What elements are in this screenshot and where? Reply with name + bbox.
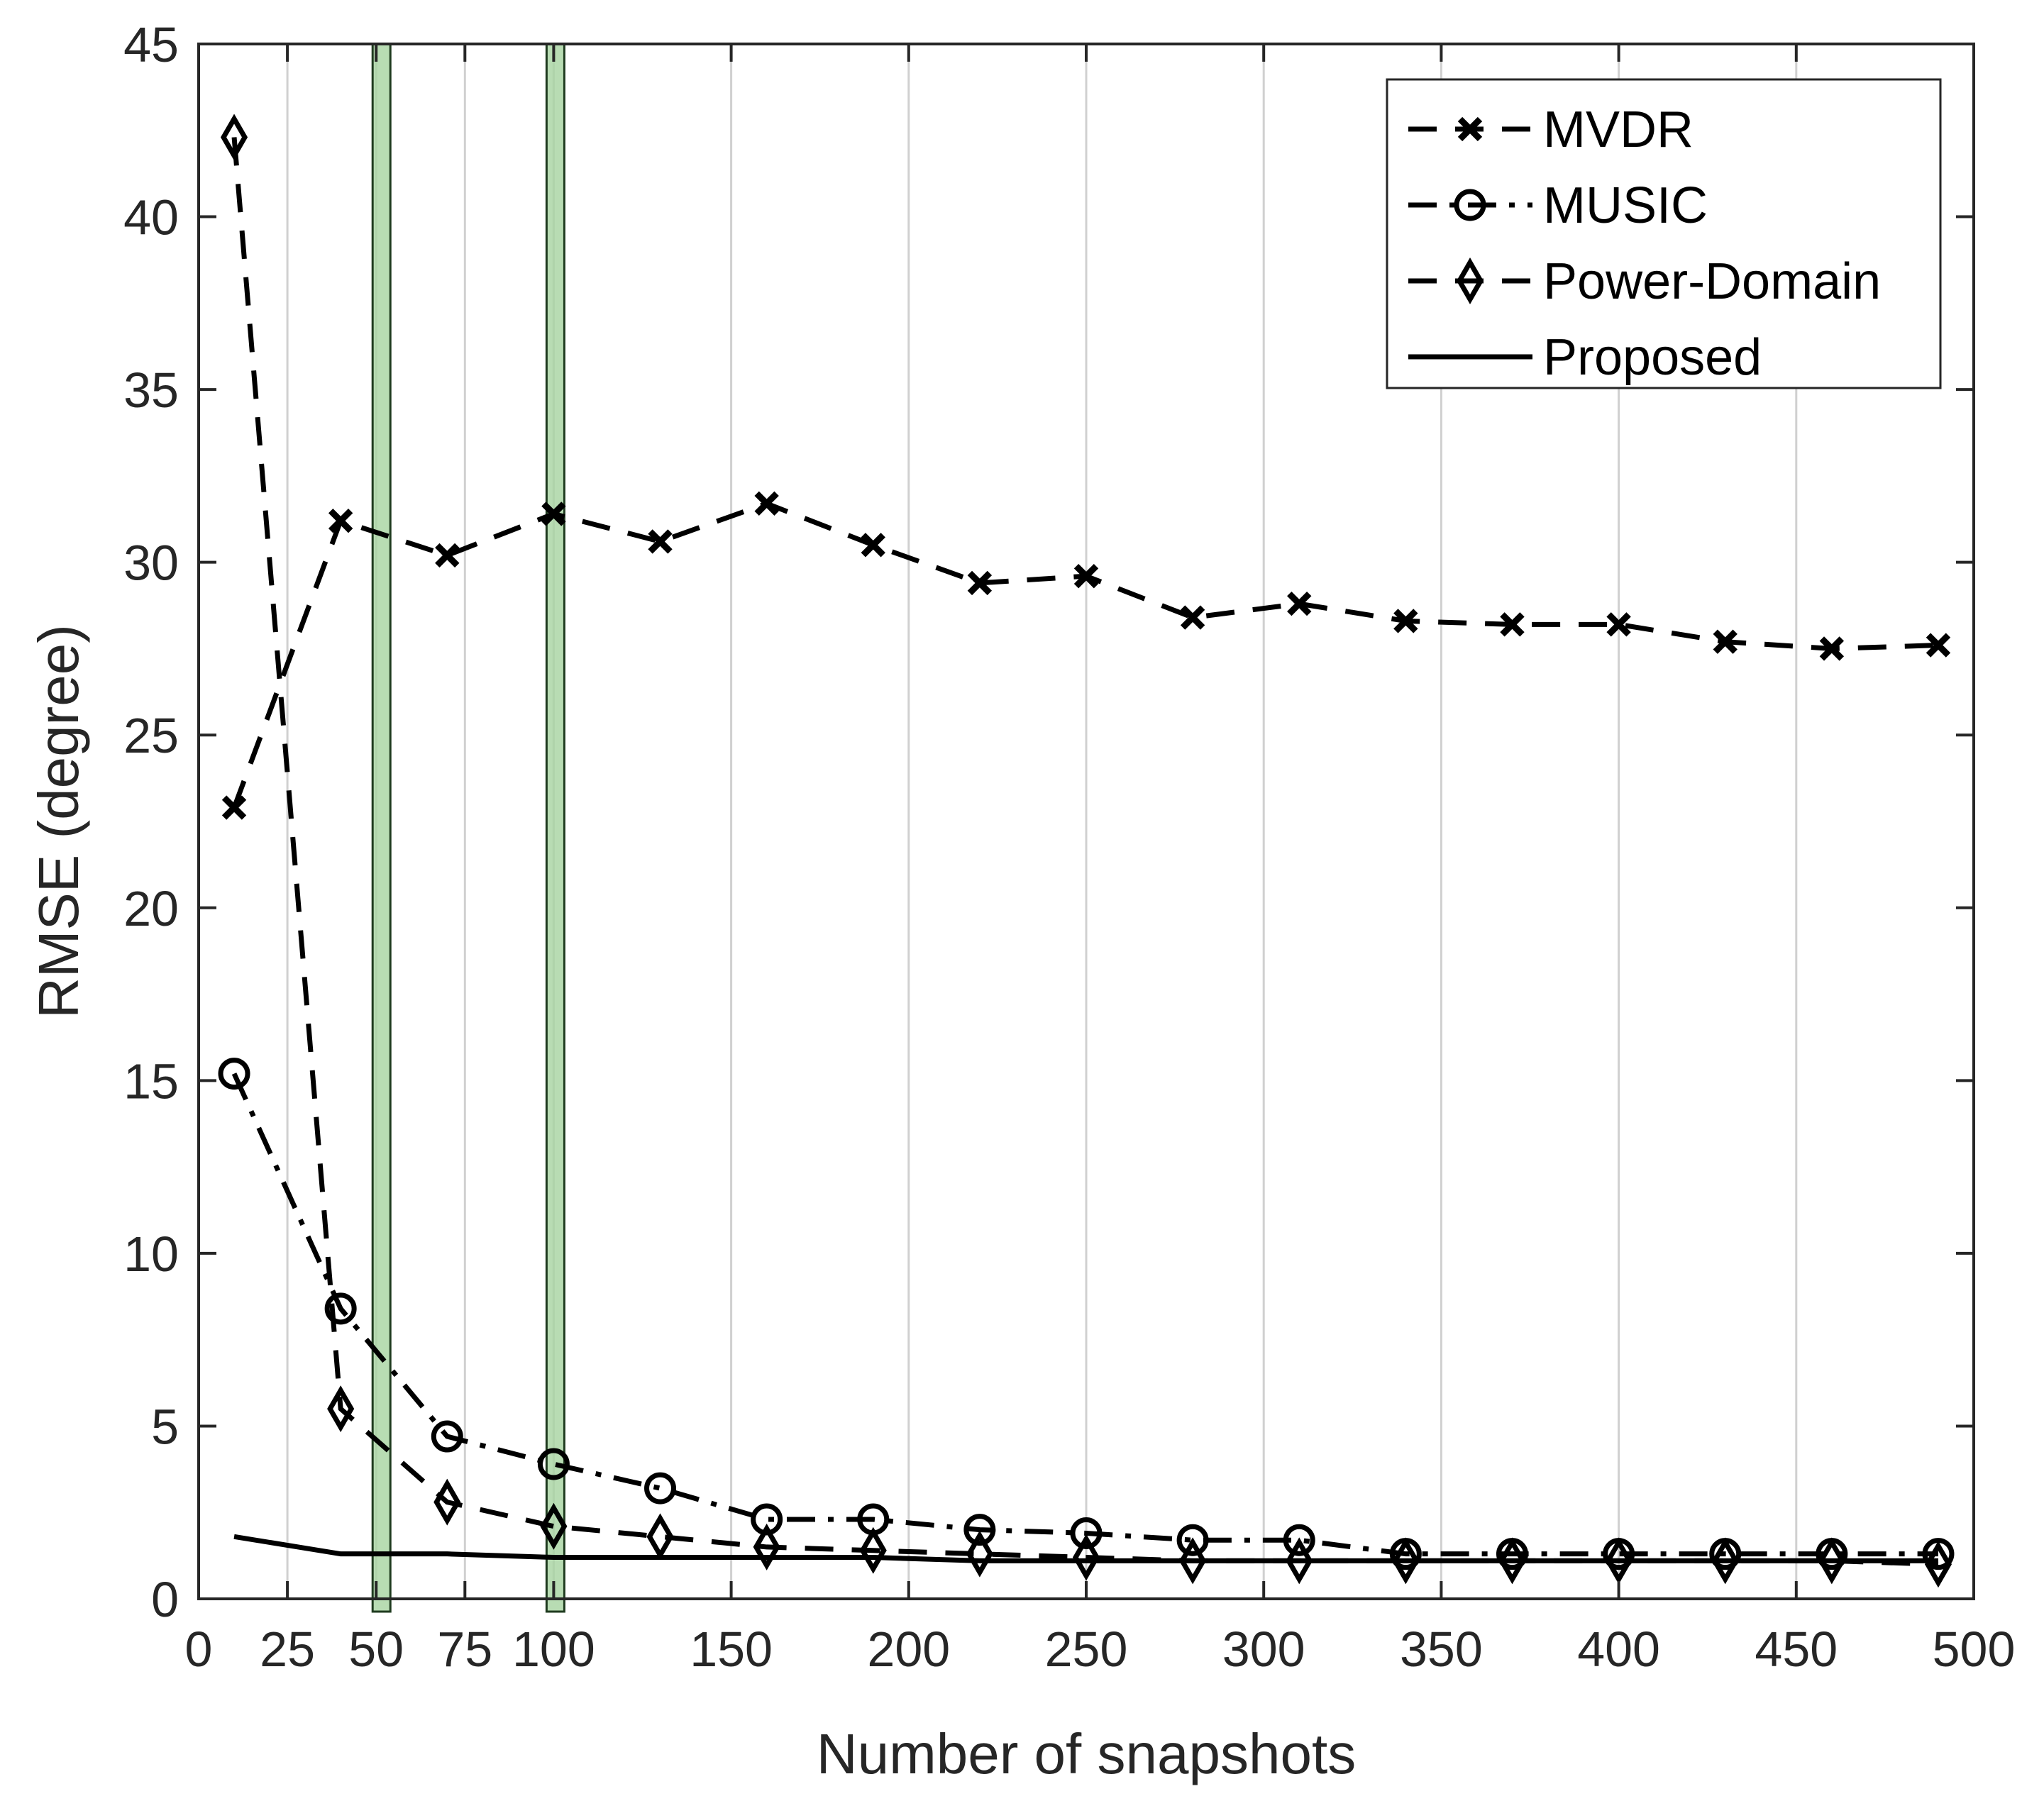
marker-x-mvdr-15 [1819,636,1845,661]
x-tick-label: 250 [1045,1622,1128,1677]
legend-entry-power-domain: Power-Domain [1408,253,1881,310]
marker-x-mvdr-7 [967,570,993,596]
y-tick-label: 30 [123,536,179,591]
x-tick-label: 450 [1755,1622,1838,1677]
marker-diamond-power-domain-9 [1179,1537,1207,1585]
x-tick-label: 25 [260,1622,315,1677]
marker-circle-music-1 [324,1292,357,1325]
marker-x-legend-mvdr [1457,116,1483,142]
legend-entry-proposed: Proposed [1408,329,1762,386]
marker-circle-music-16 [1922,1538,1955,1570]
highlight-bands [371,43,565,1613]
marker-circle-music-9 [1176,1524,1209,1556]
legend-entry-music: MUSIC [1408,177,1708,234]
y-tick-label: 45 [123,17,179,72]
x-axis-label: Number of snapshots [817,1722,1356,1785]
y-tick-label: 25 [123,708,179,763]
marker-x-mvdr-16 [1926,633,1951,658]
marker-diamond-power-domain-8 [1072,1534,1100,1581]
x-tick-label: 0 [185,1622,213,1677]
series-line-proposed [233,1534,1938,1563]
marker-x-mvdr-3 [541,501,566,526]
marker-circle-music-7 [963,1514,996,1546]
tick-layer: 0 25 50 75 100 150 200 250 300 350 400 450 500 0 5 10 15… [123,17,2015,1677]
marker-circle-music-4 [644,1472,677,1504]
y-tick-label: 40 [123,190,179,245]
x-tick-label: 400 [1577,1622,1660,1677]
highlight-band-2 [545,43,565,1613]
x-tick-label: 350 [1400,1622,1483,1677]
legend-label-power-domain: Power-Domain [1543,253,1881,310]
marker-diamond-legend-power-domain [1456,257,1484,305]
series-proposed [233,1534,1938,1563]
x-tick-label: 200 [867,1622,950,1677]
marker-x-mvdr-6 [861,533,885,558]
marker-diamond-power-domain-0 [220,113,248,161]
marker-x-mvdr-9 [1180,605,1205,630]
marker-x-mvdr-12 [1500,612,1525,637]
marker-diamond-power-domain-5 [753,1523,780,1570]
x-tick-label: 300 [1222,1622,1305,1677]
marker-x-mvdr-11 [1393,609,1418,633]
marker-x-mvdr-2 [435,543,460,568]
y-tick-label: 20 [123,881,179,936]
legend-label-music: MUSIC [1543,177,1708,234]
series-line-music [231,1073,1938,1557]
marker-x-mvdr-1 [328,509,353,533]
highlight-band-1 [371,43,392,1613]
marker-diamond-power-domain-10 [1286,1537,1313,1585]
y-tick-label: 35 [123,362,179,418]
x-tick-label: 75 [437,1622,492,1677]
y-tick-label: 5 [151,1399,179,1454]
x-tick-label: 100 [512,1622,595,1677]
legend-entry-mvdr: MVDR [1408,101,1694,158]
marker-diamond-power-domain-14 [1711,1537,1739,1585]
marker-diamond-power-domain-13 [1605,1537,1633,1585]
marker-x-mvdr-8 [1073,563,1099,589]
y-tick-label: 10 [123,1226,179,1282]
marker-circle-music-10 [1283,1524,1315,1556]
marker-circle-music-2 [431,1420,463,1453]
legend: MVDR MUSIC Power-Domain Proposed [1386,78,1942,389]
y-axis-label: RMSE (degree) [27,624,90,1019]
series-mvdr [221,491,1951,820]
marker-diamond-power-domain-7 [966,1530,993,1578]
marker-diamond-power-domain-11 [1392,1537,1420,1585]
marker-diamond-power-domain-15 [1818,1537,1845,1585]
marker-circle-legend-music [1454,189,1486,221]
marker-circle-music-3 [537,1448,570,1480]
marker-diamond-power-domain-16 [1924,1541,1952,1588]
x-tick-label: 50 [348,1622,404,1677]
marker-circle-music-0 [218,1058,250,1090]
legend-label-mvdr: MVDR [1543,101,1694,158]
x-tick-label: 500 [1933,1622,2016,1677]
y-tick-label: 0 [151,1572,179,1627]
marker-diamond-power-domain-3 [540,1502,568,1550]
y-tick-label: 15 [123,1053,179,1109]
marker-x-mvdr-13 [1606,612,1631,637]
series-layer [218,113,1955,1588]
marker-diamond-power-domain-2 [433,1478,461,1526]
marker-diamond-power-domain-1 [327,1385,355,1433]
marker-x-mvdr-4 [648,529,673,554]
marker-diamond-power-domain-6 [859,1526,887,1574]
marker-x-mvdr-0 [221,795,247,820]
marker-circle-music-8 [1070,1517,1103,1549]
marker-x-mvdr-5 [754,491,779,516]
marker-x-mvdr-10 [1287,591,1312,616]
marker-diamond-power-domain-12 [1498,1537,1526,1585]
marker-x-mvdr-14 [1713,629,1738,654]
legend-label-proposed: Proposed [1543,329,1762,386]
x-tick-label: 150 [690,1622,773,1677]
